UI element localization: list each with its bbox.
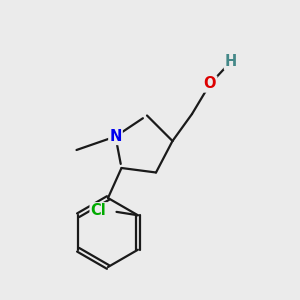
Text: N: N	[109, 129, 122, 144]
Text: H: H	[225, 54, 237, 69]
Text: Cl: Cl	[91, 203, 106, 218]
Text: O: O	[204, 76, 216, 92]
